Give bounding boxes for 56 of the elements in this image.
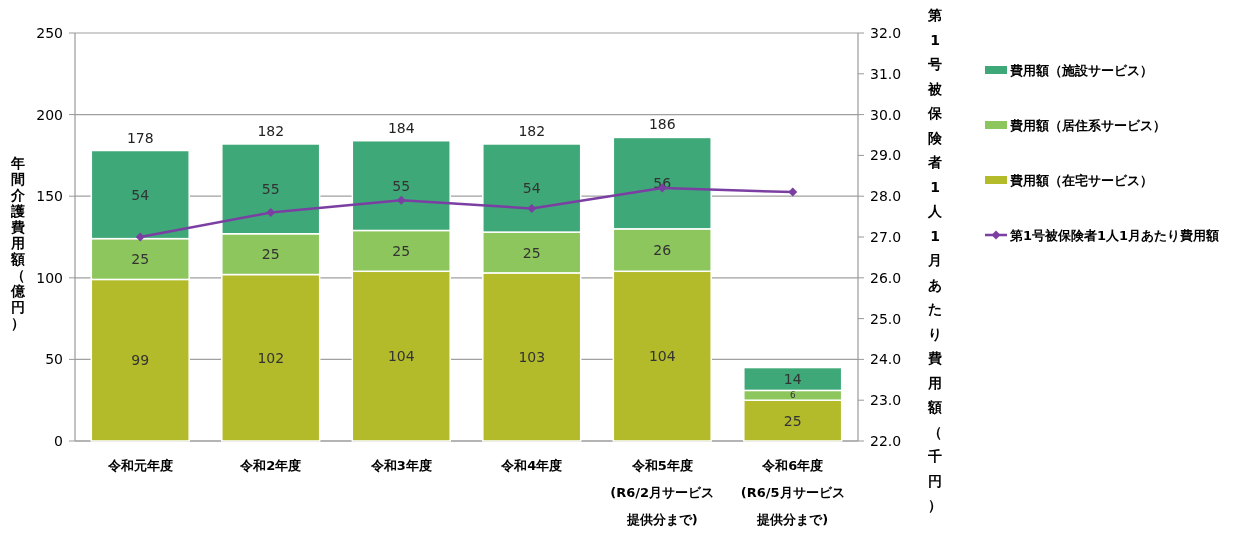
y2-tick-label: 26.0 — [870, 269, 902, 286]
y-tick-label: 0 — [54, 433, 63, 449]
y2-tick-label: 25.0 — [870, 310, 902, 327]
data-label: 6 — [789, 390, 796, 401]
x-tick-label: 令和2年度 — [239, 458, 302, 473]
data-label: 99 — [131, 352, 150, 369]
data-label: 104 — [387, 348, 415, 365]
x-tick-label: 令和4年度 — [500, 458, 563, 473]
data-label: 55 — [392, 177, 411, 194]
data-label: 104 — [648, 348, 676, 365]
y2-tick-label: 31.0 — [870, 65, 902, 82]
y2-tick-label: 23.0 — [870, 392, 902, 409]
legend-label: 第1号被保険者1人1月あたり費用額 — [1009, 228, 1220, 243]
y-tick-label: 200 — [36, 106, 63, 123]
point — [396, 195, 406, 205]
x-tick-label: 令和3年度 — [369, 458, 432, 473]
total-label: 184 — [387, 119, 415, 136]
y2-tick-label: 27.0 — [870, 229, 902, 245]
data-label: 54 — [522, 180, 541, 197]
x-tick-label: 令和元年度 — [106, 458, 173, 473]
point — [135, 232, 145, 242]
data-label: 54 — [131, 186, 150, 203]
y2-tick-label: 28.0 — [870, 188, 902, 205]
point — [527, 203, 537, 213]
legend-label: 費用額（居住系サービス） — [1009, 118, 1166, 133]
y2-tick-label: 29.0 — [870, 147, 902, 164]
data-label: 25 — [783, 412, 802, 429]
y-tick-label: 150 — [36, 188, 63, 205]
y-tick-label: 100 — [36, 269, 63, 286]
x-tick-label: 令和6年度 (R6/5月サービス提供分まで) — [740, 458, 845, 527]
text: 年間介護費用額（億円） — [11, 155, 25, 331]
data-label: 55 — [261, 180, 280, 197]
total-label: 182 — [518, 122, 546, 139]
point — [266, 208, 276, 218]
x-tick-label: 令和5年度 (R6/2月サービス提供分まで) — [610, 458, 715, 527]
point — [788, 187, 798, 197]
total-label: 186 — [648, 116, 676, 133]
y2-tick-label: 24.0 — [870, 351, 902, 368]
data-label: 102 — [257, 349, 285, 366]
y2-tick-label: 32.0 — [870, 25, 902, 41]
total-label: 182 — [257, 122, 285, 139]
legend-label: 費用額（施設サービス） — [1009, 63, 1153, 78]
data-label: 25 — [392, 242, 411, 259]
y2-tick-label: 22.0 — [870, 433, 902, 449]
y-tick-label: 250 — [36, 25, 63, 41]
y-tick-label: 50 — [45, 351, 63, 368]
data-label: 25 — [131, 251, 150, 268]
data-label: 14 — [783, 371, 802, 388]
data-label: 25 — [261, 246, 280, 263]
data-label: 26 — [653, 242, 672, 259]
data-label: 25 — [522, 244, 541, 261]
text: 第1号被保険者1人1月あたり費用額（千円） — [928, 7, 942, 513]
legend-label: 費用額（在宅サービス） — [1009, 173, 1153, 188]
total-label: 178 — [126, 129, 154, 146]
y2-tick-label: 30.0 — [870, 106, 902, 123]
data-label: 103 — [518, 348, 546, 365]
